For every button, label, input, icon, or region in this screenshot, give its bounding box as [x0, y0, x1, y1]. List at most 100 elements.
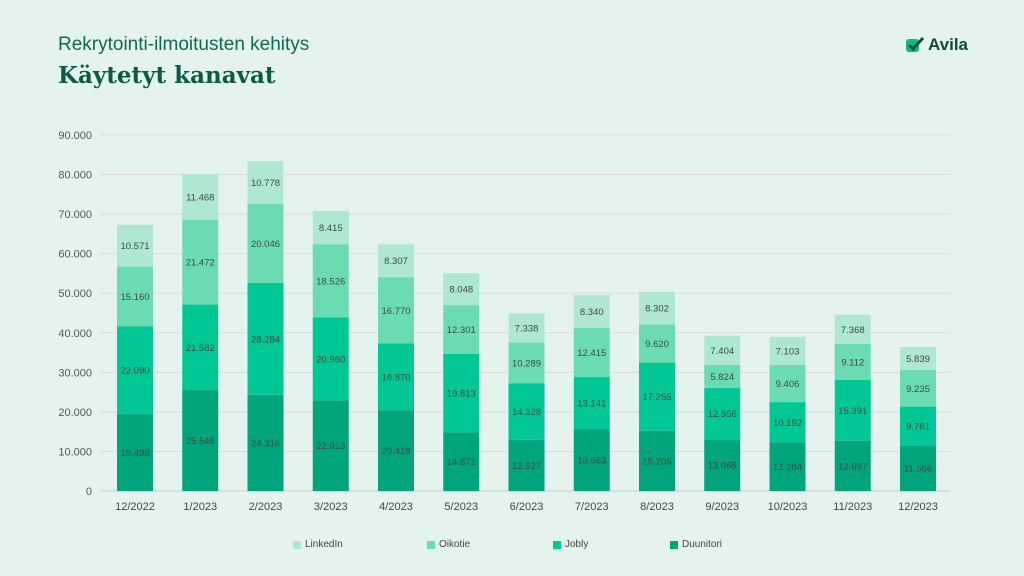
x-tick-label: 3/2023 [314, 501, 348, 513]
legend-swatch [553, 540, 561, 549]
data-label: 22.090 [120, 366, 149, 377]
bar-segment-duunitori [769, 442, 806, 491]
bar-segment-oikotie [182, 219, 219, 305]
bar-segment-jobly [182, 304, 219, 390]
legend-label: LinkedIn [305, 539, 343, 550]
data-label: 12.927 [512, 461, 541, 472]
bar-segment-linkedin [247, 161, 284, 204]
data-label: 19.498 [120, 448, 149, 459]
data-label: 12.284 [773, 462, 802, 473]
data-label: 9.781 [906, 421, 930, 432]
x-tick-label: 10/2023 [768, 501, 808, 513]
data-label: 8.415 [319, 223, 343, 234]
bar-segment-oikotie [769, 364, 806, 403]
bar-segment-jobly [378, 343, 414, 411]
legend-label: Duunitori [682, 539, 723, 550]
bar-segment-jobly [312, 317, 349, 401]
data-label: 8.048 [449, 285, 473, 296]
bar-segment-oikotie [378, 277, 414, 344]
bar-segment-oikotie [900, 370, 936, 407]
data-label: 11.468 [186, 192, 214, 203]
bar-segment-jobly [117, 326, 153, 414]
data-label: 21.472 [186, 258, 215, 269]
bar-segment-linkedin [900, 346, 936, 371]
x-tick-label: 12/2022 [115, 501, 155, 513]
x-tick-label: 11/2023 [833, 501, 872, 513]
bar-segment-linkedin [639, 291, 675, 325]
bar-segment-duunitori [704, 439, 741, 491]
data-label: 12.956 [708, 409, 737, 420]
data-label: 13.141 [577, 399, 606, 410]
legend-item: Jobly [553, 539, 588, 550]
legend-item: Oikotie [427, 539, 470, 550]
data-label: 25.548 [186, 436, 215, 447]
check-logo-icon [906, 36, 925, 52]
bar-segment-linkedin [117, 224, 153, 267]
bar-segment-linkedin [834, 314, 871, 344]
y-tick-label: 20.000 [58, 407, 92, 419]
x-tick-label: 7/2023 [575, 501, 609, 513]
y-tick-label: 80.000 [58, 170, 92, 182]
data-label: 10.192 [773, 418, 802, 429]
y-tick-label: 10.000 [58, 446, 92, 458]
bar-segment-duunitori [247, 394, 284, 491]
data-label: 7.338 [515, 323, 539, 334]
data-label: 28.284 [251, 334, 280, 345]
data-label: 12.415 [577, 348, 606, 359]
data-label: 20.960 [316, 354, 345, 365]
x-tick-label: 12/2023 [898, 501, 938, 513]
bar-segment-linkedin [312, 210, 349, 245]
data-label: 7.103 [776, 346, 800, 357]
bar-segment-oikotie [704, 365, 741, 389]
bar-segment-jobly [443, 353, 480, 433]
bar-segment-duunitori [900, 445, 936, 491]
legend-label: Jobly [565, 539, 589, 550]
data-label: 10.571 [120, 241, 149, 252]
logo-text: Avila [928, 35, 969, 54]
data-label: 15.663 [577, 456, 606, 467]
bar-segment-linkedin [573, 294, 610, 328]
y-tick-label: 40.000 [58, 328, 92, 340]
legend-swatch [670, 540, 678, 549]
data-label: 16.770 [381, 306, 410, 317]
x-tick-label: 9/2023 [705, 501, 739, 513]
subtitle: Rekrytointi-ilmoitusten kehitys [58, 34, 310, 55]
data-label: 8.307 [384, 256, 408, 267]
y-tick-label: 60.000 [58, 249, 92, 261]
data-label: 5.839 [906, 354, 930, 365]
bar-segment-duunitori [378, 410, 414, 491]
bar-segment-duunitori [443, 432, 480, 491]
data-label: 9.620 [645, 339, 669, 350]
bar-segment-jobly [769, 402, 806, 443]
bar-segment-oikotie [443, 305, 480, 354]
y-tick-label: 90.000 [58, 130, 92, 142]
x-tick-label: 1/2023 [183, 501, 217, 513]
bar-segment-duunitori [834, 440, 871, 491]
data-label: 15.160 [120, 292, 149, 303]
y-tick-label: 50.000 [58, 288, 92, 300]
bar-segment-jobly [639, 362, 675, 431]
data-label: 22.913 [316, 441, 345, 452]
data-label: 8.340 [580, 307, 604, 318]
bar-segment-duunitori [182, 389, 219, 491]
data-label: 13.066 [708, 461, 737, 472]
bar-segment-oikotie [639, 324, 675, 363]
bar-segment-oikotie [508, 342, 545, 384]
bar-segment-linkedin [443, 273, 480, 306]
data-label: 10.778 [251, 178, 280, 189]
data-label: 9.235 [906, 384, 930, 395]
x-tick-label: 8/2023 [640, 501, 674, 513]
bar-segment-linkedin [704, 335, 741, 366]
bar-segment-oikotie [247, 203, 284, 283]
y-tick-label: 30.000 [58, 367, 92, 379]
data-label: 17.255 [642, 392, 671, 403]
bar-segment-duunitori [639, 430, 675, 491]
data-label: 11.566 [904, 464, 932, 475]
page-title: Käytetyt kanavat [58, 62, 276, 89]
bar-segment-jobly [704, 388, 741, 440]
legend-label: Oikotie [439, 539, 471, 550]
legend-swatch [293, 540, 301, 549]
data-label: 12.697 [838, 461, 867, 472]
y-tick-label: 0 [86, 486, 92, 498]
bar-segment-oikotie [312, 244, 349, 318]
